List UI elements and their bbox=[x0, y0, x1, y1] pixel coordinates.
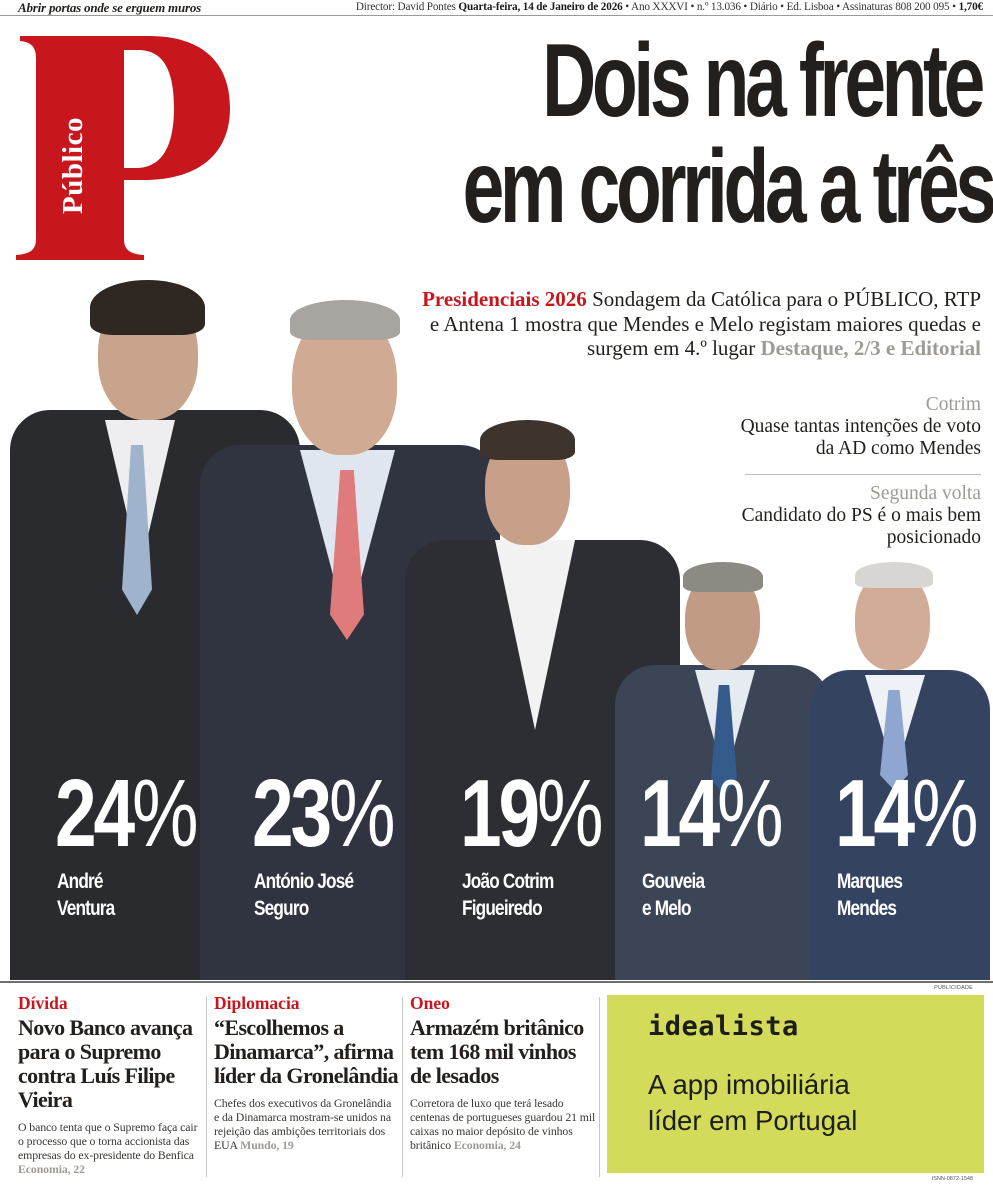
poll-result-marques-mendes: 14% Marques Mendes bbox=[835, 760, 993, 922]
story-kicker: Diplomacia bbox=[214, 993, 300, 1013]
story-summary: Corretora de luxo que terá lesado centen… bbox=[410, 1096, 596, 1152]
side-story-segunda-volta[interactable]: Segunda volta Candidato do PS é o mais b… bbox=[721, 483, 981, 549]
motto: Abrir portas onde se erguem muros bbox=[18, 0, 202, 15]
ad-brand-logo: idealista bbox=[648, 1011, 799, 1042]
side-divider bbox=[745, 474, 981, 475]
main-headline[interactable]: Dois na frente em corrida a três bbox=[261, 23, 993, 245]
candidates-photo bbox=[0, 270, 993, 980]
candidate-name: João Cotrim Figueiredo bbox=[462, 870, 554, 920]
poll-result-cotrim: 19% João Cotrim Figueiredo bbox=[460, 760, 640, 922]
poll-value: 14% bbox=[835, 760, 979, 867]
side-story-cotrim[interactable]: Cotrim Quase tantas intenções de voto da… bbox=[721, 394, 981, 460]
lede-page-ref: Destaque, 2/3 e Editorial bbox=[760, 336, 982, 360]
publico-logo[interactable]: Público bbox=[14, 34, 234, 262]
candidate-name: Marques Mendes bbox=[837, 870, 903, 920]
story-summary: Chefes dos executivos da Gronelândia e d… bbox=[214, 1096, 392, 1152]
column-divider bbox=[599, 997, 600, 1177]
candidate-name: Gouveia e Melo bbox=[642, 870, 705, 920]
poll-value: 19% bbox=[460, 760, 604, 867]
story-summary: O banco tenta que o Supremo faça cair o … bbox=[18, 1120, 198, 1176]
story-kicker: Dívida bbox=[18, 993, 68, 1013]
logo-wordmark: Público bbox=[57, 117, 89, 214]
poll-result-seguro: 23% António José Seguro bbox=[252, 760, 432, 922]
story-title: Novo Banco avança para o Supremo contra … bbox=[18, 1015, 193, 1112]
side-story-kicker: Cotrim bbox=[925, 394, 981, 415]
story-title: Armazém britânico tem 168 mil vinhos de … bbox=[410, 1015, 584, 1088]
issn-code: ISNN-0872-1548 bbox=[931, 1176, 973, 1182]
candidate-name: André Ventura bbox=[57, 870, 115, 920]
lede-paragraph[interactable]: Presidenciais 2026 Sondagem da Católica … bbox=[411, 287, 981, 361]
lede-kicker: Presidenciais 2026 bbox=[422, 287, 587, 311]
story-page-ref: Economia, 22 bbox=[18, 1162, 85, 1176]
poll-value: 24% bbox=[55, 760, 199, 867]
column-divider bbox=[206, 997, 207, 1177]
lede-text: Sondagem da Católica para o PÚBLICO, RTP… bbox=[429, 287, 981, 360]
issue-details: • Ano XXXVI • n.º 13.036 • Diário • Ed. … bbox=[625, 1, 956, 13]
column-divider bbox=[402, 997, 403, 1177]
story-page-ref: Economia, 24 bbox=[453, 1138, 521, 1152]
headline-line-1: Dois na frente bbox=[542, 23, 985, 139]
poll-value: 23% bbox=[252, 760, 396, 867]
side-story-text: Quase tantas intenções de voto da AD com… bbox=[740, 416, 981, 459]
poll-result-gouveia-e-melo: 14% Gouveia e Melo bbox=[640, 760, 820, 922]
advertisement-label: PUBLICIDADE bbox=[934, 985, 973, 991]
poll-value: 14% bbox=[640, 760, 784, 867]
side-story-kicker: Segunda volta bbox=[869, 483, 981, 504]
side-story-text: Candidato do PS é o mais bem posicionado bbox=[741, 505, 981, 548]
poll-result-ventura: 24% André Ventura bbox=[55, 760, 235, 922]
story-kicker: Oneo bbox=[410, 993, 450, 1013]
ad-tagline: A app imobiliária líder em Portugal bbox=[648, 1069, 858, 1136]
story-armazem-vinhos[interactable]: Oneo Armazém britânico tem 168 mil vinho… bbox=[410, 993, 598, 1152]
issue-info: Director: David Pontes Quarta-feira, 14 … bbox=[356, 1, 983, 13]
story-title: “Escolhemos a Dinamarca”, afirma líder d… bbox=[214, 1015, 399, 1088]
idealista-advertisement[interactable]: idealista A app imobiliária líder em Port… bbox=[607, 995, 984, 1173]
story-page-ref: Mundo, 19 bbox=[240, 1138, 294, 1152]
masthead-strip: Abrir portas onde se erguem muros Direct… bbox=[0, 0, 993, 16]
story-novo-banco[interactable]: Dívida Novo Banco avança para o Supremo … bbox=[18, 993, 203, 1176]
logo-p-icon bbox=[16, 36, 230, 260]
issue-date: Quarta-feira, 14 de Janeiro de 2026 bbox=[458, 1, 623, 13]
headline-line-2: em corrida a três bbox=[462, 129, 993, 245]
price: 1,70€ bbox=[958, 1, 984, 13]
story-gronelandia[interactable]: Diplomacia “Escolhemos a Dinamarca”, afi… bbox=[214, 993, 399, 1152]
candidate-name: António José Seguro bbox=[254, 870, 354, 920]
director: Director: David Pontes bbox=[355, 1, 456, 13]
section-divider bbox=[0, 981, 993, 983]
